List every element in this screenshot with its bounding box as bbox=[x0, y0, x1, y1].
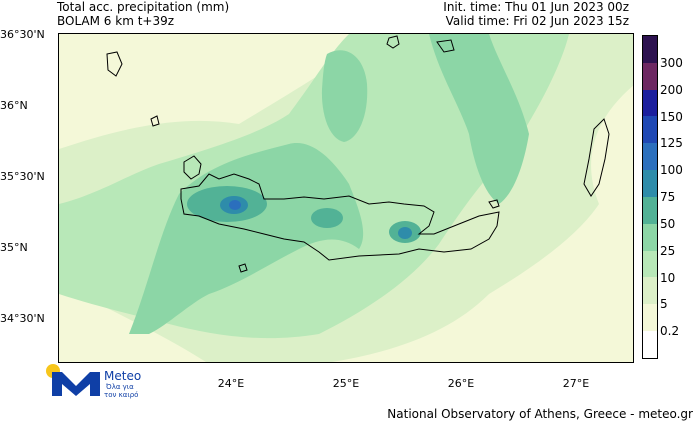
logo-name: Meteo bbox=[104, 369, 142, 383]
legend-label: 5 bbox=[660, 297, 668, 312]
karpathos-coastline bbox=[583, 118, 610, 197]
legend-label: 100 bbox=[660, 163, 683, 178]
legend-swatch bbox=[643, 62, 657, 90]
precipitation-map[interactable] bbox=[58, 33, 634, 363]
legend-label: 300 bbox=[660, 55, 683, 70]
color-legend bbox=[642, 35, 658, 359]
astypalea-coastline bbox=[436, 39, 455, 53]
lon-label-24e: 24°E bbox=[217, 377, 245, 390]
lat-label-35-30: 35°30'N bbox=[0, 170, 45, 183]
map-canvas bbox=[59, 34, 633, 362]
lon-label-25e: 25°E bbox=[332, 377, 360, 390]
logo-tagline-2: τον καιρό bbox=[104, 391, 139, 399]
init-time-label: Init. time: Thu 01 Jun 2023 00z bbox=[443, 0, 629, 14]
lat-label-35: 35°N bbox=[0, 241, 28, 254]
milos-coastline bbox=[106, 51, 123, 77]
kythira-coastline bbox=[183, 155, 202, 180]
lon-label-27e: 27°E bbox=[562, 377, 590, 390]
legend-swatch bbox=[643, 143, 657, 171]
legend-swatch bbox=[643, 89, 657, 117]
lat-label-36-30: 36°30'N bbox=[0, 28, 45, 41]
legend-swatch bbox=[643, 170, 657, 197]
lon-label-26e: 26°E bbox=[447, 377, 475, 390]
band-50-west bbox=[129, 143, 364, 334]
lat-label-34-30: 34°30'N bbox=[0, 312, 45, 325]
band-125-core bbox=[229, 200, 241, 210]
band-75-central bbox=[311, 208, 343, 228]
band-50-north bbox=[321, 50, 368, 142]
legend-swatch bbox=[643, 277, 657, 305]
legend-label: 75 bbox=[660, 190, 676, 204]
legend-swatch bbox=[643, 223, 657, 251]
legend-label: 125 bbox=[660, 136, 683, 151]
model-run-label: BOLAM 6 km t+39z bbox=[57, 14, 175, 28]
legend-swatch bbox=[643, 116, 657, 144]
legend-label: 0.2 bbox=[660, 324, 680, 339]
legend-label: 25 bbox=[660, 243, 676, 258]
legend-swatch bbox=[643, 304, 657, 332]
valid-time-label: Valid time: Fri 02 Jun 2023 15z bbox=[445, 14, 629, 28]
anafi-coastline bbox=[386, 35, 400, 49]
legend-label: 200 bbox=[660, 82, 683, 97]
band-50-northeast bbox=[429, 34, 529, 204]
logo-tagline-1: Όλα για bbox=[106, 383, 134, 391]
meteo-m-icon bbox=[52, 372, 100, 396]
legend-label: 150 bbox=[660, 109, 683, 124]
antikythera-coastline bbox=[150, 115, 160, 127]
footer-credit: National Observatory of Athens, Greece -… bbox=[387, 407, 693, 421]
dionysades-coastline bbox=[488, 199, 500, 209]
legend-swatch bbox=[643, 331, 657, 358]
map-title: Total acc. precipitation (mm) bbox=[57, 0, 230, 14]
gavdos-coastline bbox=[238, 263, 248, 273]
legend-label: 50 bbox=[660, 216, 676, 231]
legend-label: 10 bbox=[660, 270, 676, 285]
legend-swatch bbox=[643, 250, 657, 278]
legend-swatch bbox=[643, 196, 657, 224]
band-100-east bbox=[398, 227, 412, 239]
legend-swatch bbox=[643, 36, 657, 63]
lat-label-36: 36°N bbox=[0, 99, 28, 112]
crete-coastline bbox=[180, 173, 500, 261]
